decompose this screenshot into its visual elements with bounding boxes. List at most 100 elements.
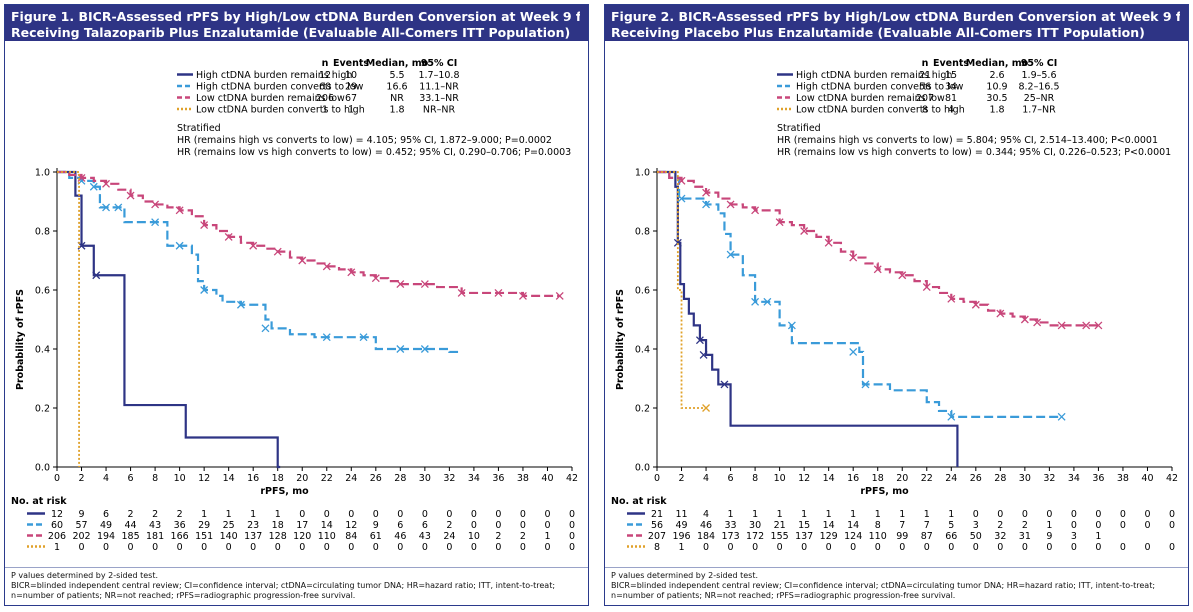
risk-count: 9 bbox=[373, 520, 379, 531]
censor-mark bbox=[396, 280, 405, 289]
censor-mark bbox=[726, 200, 735, 209]
x-tick-label: 12 bbox=[798, 473, 810, 484]
censor-mark bbox=[1057, 412, 1066, 421]
x-tick-label: 32 bbox=[1043, 473, 1055, 484]
censor-mark bbox=[1057, 321, 1066, 330]
risk-count: 0 bbox=[1095, 509, 1101, 520]
risk-count: 0 bbox=[1169, 509, 1175, 520]
legend-median: 1.8 bbox=[389, 105, 404, 116]
risk-count: 0 bbox=[177, 542, 183, 553]
risk-count: 23 bbox=[247, 520, 259, 531]
legend-label: Low ctDNA burden converts to high bbox=[796, 105, 965, 116]
risk-count: 0 bbox=[446, 509, 452, 520]
risk-count: 207 bbox=[648, 531, 666, 542]
risk-count: 1 bbox=[1095, 531, 1101, 542]
censor-mark bbox=[420, 345, 429, 353]
censor-mark bbox=[555, 291, 564, 300]
risk-count: 0 bbox=[520, 509, 526, 520]
risk-count: 185 bbox=[122, 531, 140, 542]
y-tick-label: 0.4 bbox=[635, 345, 650, 356]
censor-mark bbox=[151, 200, 160, 209]
risk-count: 0 bbox=[446, 542, 452, 553]
censor-mark bbox=[898, 271, 907, 280]
legend-ci: 8.2–16.5 bbox=[1018, 82, 1059, 93]
risk-count: 12 bbox=[51, 509, 63, 520]
risk-count: 0 bbox=[373, 509, 379, 520]
x-tick-label: 14 bbox=[223, 473, 235, 484]
risk-count: 1 bbox=[801, 509, 807, 520]
x-tick-label: 22 bbox=[921, 473, 933, 484]
risk-count: 6 bbox=[103, 509, 109, 520]
figure-1-panel: Figure 1. BICR-Assessed rPFS by High/Low… bbox=[4, 4, 589, 606]
risk-count: 0 bbox=[1071, 542, 1077, 553]
legend-median: 5.5 bbox=[389, 70, 404, 81]
risk-count: 9 bbox=[1046, 531, 1052, 542]
risk-count: 0 bbox=[569, 542, 575, 553]
legend-n: 207 bbox=[916, 93, 934, 104]
legend-events: 34 bbox=[945, 82, 957, 93]
figure-1-footnote: P values determined by 2-sided test. BIC… bbox=[5, 567, 588, 601]
risk-count: 1 bbox=[875, 509, 881, 520]
risk-count: 2 bbox=[495, 531, 501, 542]
risk-count: 124 bbox=[844, 531, 862, 542]
censor-mark bbox=[720, 380, 729, 389]
km-curve bbox=[57, 170, 560, 297]
censor-mark bbox=[1033, 318, 1042, 327]
risk-count: 166 bbox=[171, 531, 189, 542]
x-tick-label: 42 bbox=[1166, 473, 1178, 484]
risk-count: 173 bbox=[722, 531, 740, 542]
risk-count: 43 bbox=[419, 531, 431, 542]
censor-mark bbox=[947, 294, 956, 303]
legend-n: 60 bbox=[319, 82, 331, 93]
x-tick-label: 2 bbox=[79, 473, 85, 484]
risk-count: 0 bbox=[226, 542, 232, 553]
x-tick-label: 32 bbox=[443, 473, 455, 484]
footnote-line: P values determined by 2-sided test. bbox=[11, 571, 159, 580]
censor-mark bbox=[261, 324, 270, 333]
risk-count: 57 bbox=[75, 520, 87, 531]
y-tick-label: 0.2 bbox=[35, 404, 50, 415]
risk-count: 137 bbox=[795, 531, 813, 542]
risk-count: 0 bbox=[544, 542, 550, 553]
risk-count: 1 bbox=[752, 509, 758, 520]
risk-count: 46 bbox=[394, 531, 406, 542]
figure-2-panel: Figure 2. BICR-Assessed rPFS by High/Low… bbox=[604, 4, 1189, 606]
hazard-ratio-text: HR (remains low vs high converts to low)… bbox=[177, 147, 571, 158]
risk-count: 0 bbox=[1120, 542, 1126, 553]
risk-count: 17 bbox=[296, 520, 308, 531]
risk-count: 0 bbox=[299, 509, 305, 520]
legend-median: 1.8 bbox=[989, 105, 1004, 116]
risk-count: 0 bbox=[569, 531, 575, 542]
x-tick-label: 36 bbox=[492, 473, 504, 484]
risk-count: 0 bbox=[850, 542, 856, 553]
risk-count: 0 bbox=[1022, 509, 1028, 520]
km-curve bbox=[57, 171, 80, 467]
censor-mark bbox=[763, 297, 772, 306]
footnote-line: BICR=blinded independent central review;… bbox=[611, 581, 1156, 590]
censor-mark bbox=[371, 274, 380, 283]
risk-count: 44 bbox=[125, 520, 137, 531]
risk-count: 0 bbox=[569, 509, 575, 520]
risk-count: 14 bbox=[321, 520, 333, 531]
risk-count: 1 bbox=[226, 509, 232, 520]
risk-count: 0 bbox=[752, 542, 758, 553]
x-tick-label: 28 bbox=[994, 473, 1006, 484]
risk-count: 110 bbox=[318, 531, 336, 542]
risk-count: 0 bbox=[1120, 520, 1126, 531]
x-tick-label: 4 bbox=[103, 473, 109, 484]
legend-label: Low ctDNA burden remains low bbox=[796, 93, 945, 104]
risk-count: 0 bbox=[1144, 520, 1150, 531]
risk-count: 1 bbox=[948, 509, 954, 520]
y-axis-label: Probability of rPFS bbox=[15, 289, 26, 390]
censor-mark bbox=[787, 321, 796, 330]
y-tick-label: 0.8 bbox=[35, 227, 50, 238]
x-tick-label: 16 bbox=[847, 473, 859, 484]
risk-count: 0 bbox=[422, 509, 428, 520]
figure-1-title-line2: Receiving Talazoparib Plus Enzalutamide … bbox=[11, 25, 571, 40]
risk-count: 33 bbox=[725, 520, 737, 531]
legend-events: 15 bbox=[945, 70, 957, 81]
censor-mark bbox=[775, 218, 784, 227]
risk-count: 6 bbox=[422, 520, 428, 531]
risk-count: 0 bbox=[1144, 542, 1150, 553]
censor-mark bbox=[849, 347, 858, 356]
